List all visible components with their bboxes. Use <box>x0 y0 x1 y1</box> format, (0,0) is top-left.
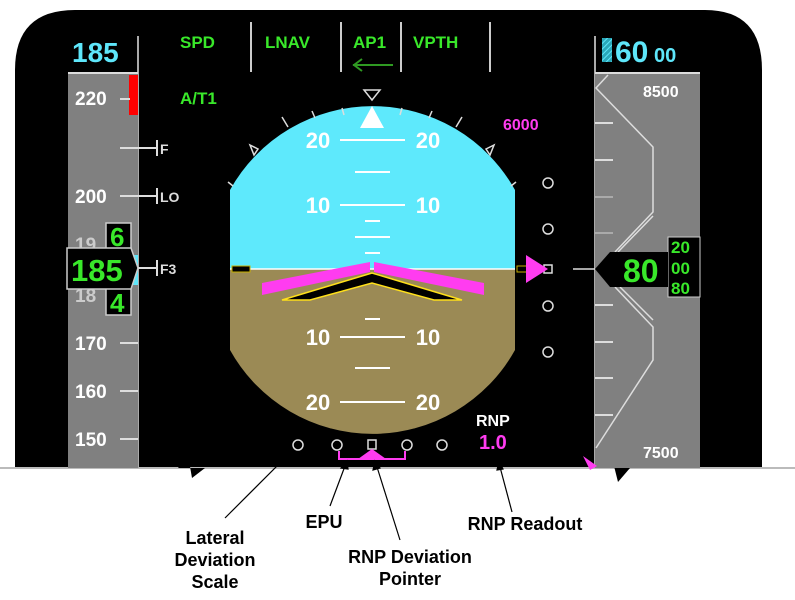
flight-director-right-icon <box>374 262 484 295</box>
current-speed: 185 <box>71 253 123 288</box>
target-altitude: 6000 <box>503 117 539 134</box>
flight-mode-annunciator: SPD LNAV AP1 VPTH A/T1 <box>180 22 491 108</box>
altitude-hatch-icon <box>602 38 612 62</box>
pitch-label-up20-left: 20 <box>306 128 330 153</box>
callout-lateral-1: Lateral <box>185 528 244 548</box>
callout-rnp-pointer-1: RNP Deviation <box>348 547 472 567</box>
speed-tick-150: 150 <box>75 430 107 451</box>
callout-lateral-2: Deviation <box>174 550 255 570</box>
attitude-indicator: 20 20 10 10 10 10 20 20 6000 <box>227 89 539 434</box>
fma-speed-mode: SPD <box>180 33 215 52</box>
selected-altitude-minor: 00 <box>654 45 676 67</box>
aircraft-symbol-icon <box>281 272 463 301</box>
altitude-label-bottom: 7500 <box>643 445 679 462</box>
callout-rnp-pointer-2: Pointer <box>379 569 441 589</box>
altitude-roll-below: 80 <box>671 279 690 298</box>
roll-pointer-icon <box>360 106 384 128</box>
pitch-label-down10-right: 10 <box>416 325 440 350</box>
wing-marker-left <box>231 265 251 273</box>
current-altitude-major: 80 <box>623 253 659 289</box>
speed-tick-170: 170 <box>75 334 107 355</box>
altitude-label-top: 8500 <box>643 84 679 101</box>
pitch-label-down10-left: 10 <box>306 325 330 350</box>
speed-tick-200: 200 <box>75 187 107 208</box>
arrow-left-icon <box>352 58 393 72</box>
speed-digit-below: 4 <box>110 288 125 318</box>
current-altitude-readout: 80 20 00 80 <box>573 236 701 298</box>
altitude-roll-above: 20 <box>671 238 690 257</box>
altitude-roll-current: 00 <box>671 259 690 278</box>
speed-tape: 185 220 200 170 160 150 19 18 F LO F3 <box>66 36 180 468</box>
break-mark-left <box>178 455 205 478</box>
speed-tick-160: 160 <box>75 382 107 403</box>
callout-epu: EPU <box>305 512 342 532</box>
fma-autothrottle: A/T1 <box>180 89 217 108</box>
pitch-label-down20-left: 20 <box>306 390 330 415</box>
rnp-deviation-pointer-icon <box>358 449 386 459</box>
speed-bug-f: F <box>160 141 169 157</box>
vertical-deviation-pointer-icon <box>526 255 548 283</box>
flight-director-left-icon <box>262 262 370 295</box>
bank-scale <box>227 89 517 187</box>
speed-digit-above: 6 <box>110 222 124 252</box>
pitch-label-down20-right: 20 <box>416 390 440 415</box>
fma-pitch-mode: VPTH <box>413 33 458 52</box>
vnav-path-envelope <box>594 74 654 449</box>
callout-rnp-readout: RNP Readout <box>468 514 583 534</box>
selected-speed: 185 <box>72 37 119 68</box>
fma-autopilot: AP1 <box>353 33 386 52</box>
current-speed-readout: 6 185 4 <box>66 222 139 318</box>
lateral-deviation-scale <box>292 439 448 451</box>
rnp-value: 1.0 <box>479 432 507 454</box>
callout-arrows <box>224 449 513 541</box>
fma-roll-mode: LNAV <box>265 33 311 52</box>
rnp-label: RNP <box>476 413 510 430</box>
selected-altitude-major: 60 <box>615 36 648 69</box>
speed-bug-f3: F3 <box>160 261 177 277</box>
speed-bug-lo: LO <box>160 189 180 205</box>
overspeed-bar <box>129 75 138 115</box>
callout-lateral-3: Scale <box>191 572 238 592</box>
pitch-label-up10-right: 10 <box>416 193 440 218</box>
pitch-label-up10-left: 10 <box>306 193 330 218</box>
speed-tick-180: 18 <box>75 286 96 307</box>
altitude-tape: 60 00 8500 7500 80 20 00 80 <box>573 36 701 470</box>
vertical-speed-pointer-icon <box>583 456 597 470</box>
pitch-label-up20-right: 20 <box>416 128 440 153</box>
speed-tick-220: 220 <box>75 89 107 110</box>
